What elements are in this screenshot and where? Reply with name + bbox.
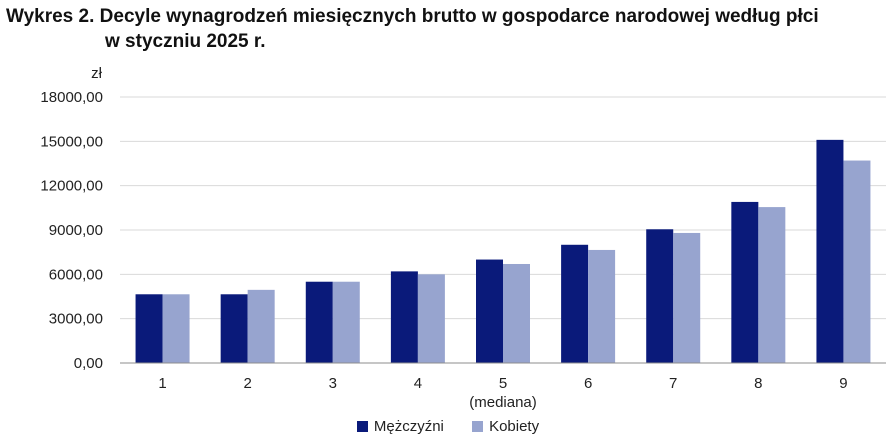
x-tick-label: 3 — [329, 375, 337, 392]
bar-men-decile-6 — [561, 244, 589, 363]
x-tick-label: 9 — [839, 375, 847, 392]
bar-men-decile-2 — [220, 294, 248, 363]
y-tick-label: 0,00 — [74, 355, 103, 372]
y-tick-label: 9000,00 — [49, 222, 103, 239]
bar-women-decile-6 — [588, 249, 616, 363]
bar-women-decile-1 — [162, 294, 190, 363]
x-tick-label: 6 — [584, 375, 592, 392]
y-axis-unit-label: zł — [91, 65, 103, 82]
legend-swatch-women — [472, 421, 484, 432]
chart-title-line-2: w styczniu 2025 r. — [105, 31, 266, 52]
y-tick-label: 12000,00 — [40, 178, 103, 195]
y-tick-label: 18000,00 — [40, 89, 103, 106]
legend-item-men: Mężczyźni — [356, 418, 444, 435]
bar-men-decile-4 — [390, 271, 418, 363]
bar-women-decile-7 — [673, 232, 701, 363]
x-axis: 1 2 3 4 5 (mediana) 6 7 8 9 — [120, 362, 886, 411]
bar-women-decile-9 — [843, 160, 871, 363]
bar-women-decile-5 — [503, 263, 530, 363]
bar-women-decile-4 — [417, 274, 445, 363]
y-tick-label: 3000,00 — [49, 311, 103, 328]
x-tick-note: (mediana) — [469, 394, 537, 411]
bar-men-decile-7 — [646, 229, 674, 363]
bars — [135, 139, 871, 363]
chart-title-line-1: Wykres 2. Decyle wynagrodzeń miesięcznyc… — [6, 6, 819, 27]
x-tick-label: 2 — [243, 375, 251, 392]
legend-item-women: Kobiety — [472, 418, 539, 435]
bar-men-decile-9 — [816, 139, 844, 363]
bar-men-decile-5 — [476, 259, 503, 363]
y-axis: zł 0,00 3000,00 6000,00 9000,00 12000,00 15000… — [40, 65, 103, 372]
y-tick-label: 15000,00 — [40, 133, 103, 150]
bar-men-decile-8 — [731, 201, 759, 363]
y-tick-label: 6000,00 — [49, 266, 103, 283]
chart-title: Wykres 2. Decyle wynagrodzeń miesięcznyc… — [6, 4, 892, 54]
bar-women-decile-2 — [247, 289, 275, 363]
legend-swatch-men — [356, 421, 368, 432]
legend-label-women: Kobiety — [489, 418, 540, 435]
legend-label-men: Mężczyźni — [373, 418, 444, 435]
bar-women-decile-8 — [758, 207, 786, 363]
bar-women-decile-3 — [332, 281, 360, 363]
x-tick-label: 7 — [669, 375, 677, 392]
legend: Mężczyźni Kobiety — [0, 418, 896, 436]
bar-men-decile-3 — [305, 281, 333, 363]
bar-men-decile-1 — [135, 294, 163, 363]
x-tick-label: 1 — [158, 375, 166, 392]
x-tick-label: 8 — [754, 375, 762, 392]
x-tick-label: 4 — [414, 375, 422, 392]
x-tick-label: 5 — [499, 375, 507, 392]
